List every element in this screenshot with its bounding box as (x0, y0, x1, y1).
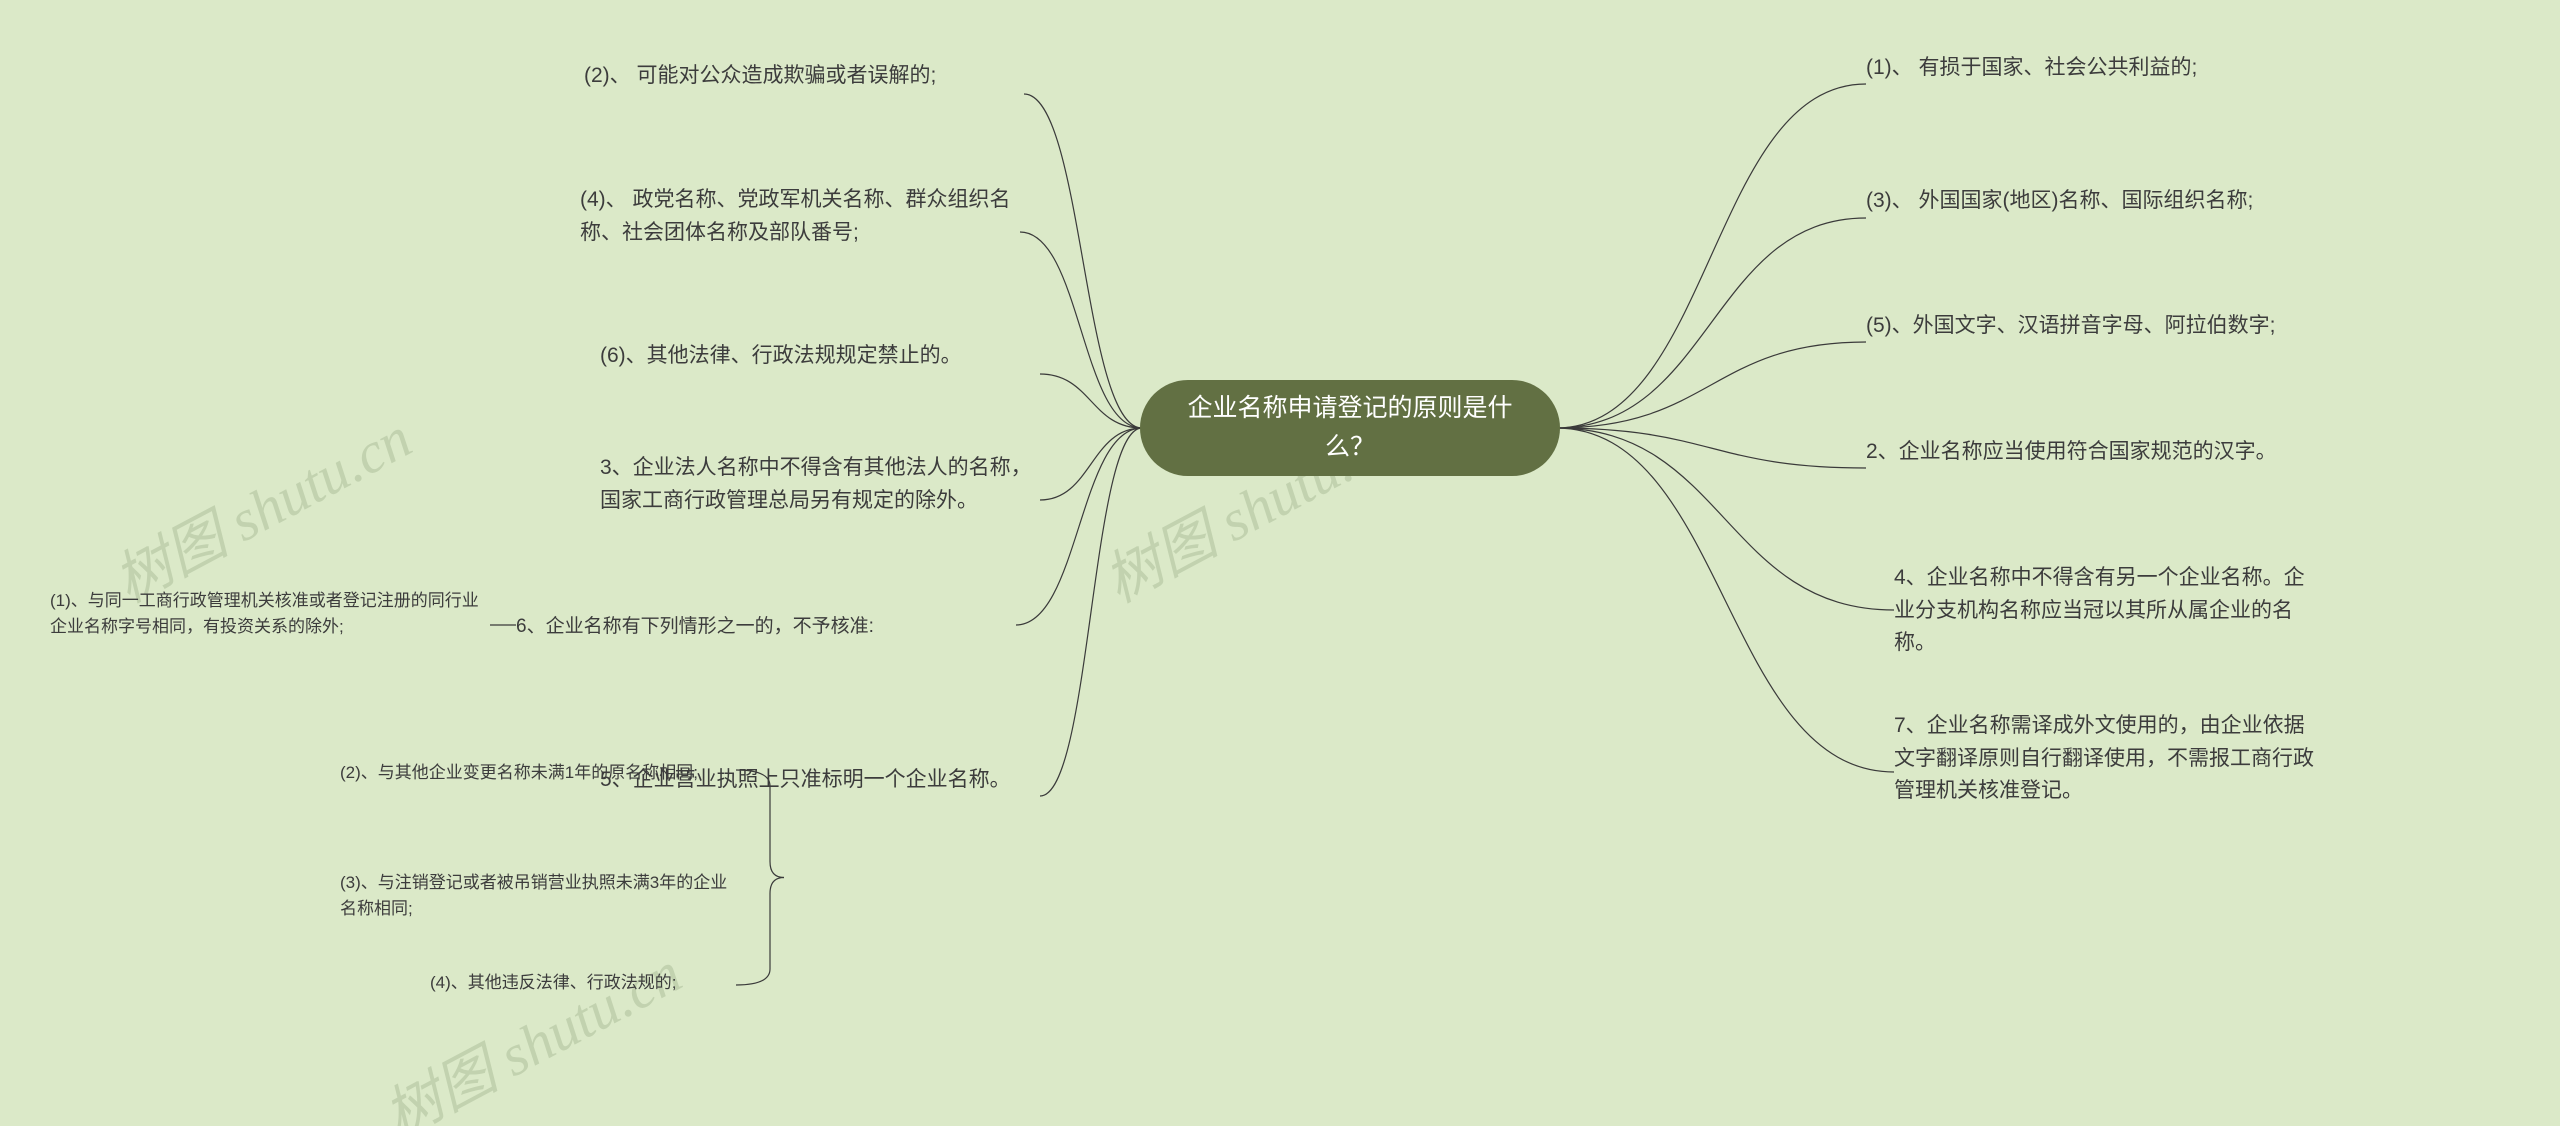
branch-right: 2、企业名称应当使用符合国家规范的汉字。 (1866, 436, 2296, 469)
branch-left: (2)、 可能对公众造成欺骗或者误解的; (584, 60, 1024, 93)
branch-sub: (4)、其他违反法律、行政法规的; (430, 970, 780, 996)
watermark: 树图 shutu.cn (97, 392, 424, 619)
branch-left: 6、企业名称有下列情形之一的，不予核准: (516, 612, 1016, 641)
branch-right: (1)、 有损于国家、社会公共利益的; (1866, 52, 2296, 85)
branch-right: (3)、 外国国家(地区)名称、国际组织名称; (1866, 185, 2296, 218)
branch-left: 3、企业法人名称中不得含有其他法人的名称，国家工商行政管理总局另有规定的除外。 (600, 452, 1040, 517)
branch-left: (6)、其他法律、行政法规规定禁止的。 (600, 340, 1040, 373)
branch-sub: (3)、与注销登记或者被吊销营业执照未满3年的企业名称相同; (340, 870, 740, 923)
branch-left: (4)、 政党名称、党政军机关名称、群众组织名称、社会团体名称及部队番号; (580, 184, 1020, 249)
branch-right: (5)、外国文字、汉语拼音字母、阿拉伯数字; (1866, 310, 2296, 343)
center-topic: 企业名称申请登记的原则是什么？ (1140, 380, 1560, 476)
branch-right: 4、企业名称中不得含有另一个企业名称。企业分支机构名称应当冠以其所从属企业的名称… (1894, 562, 2314, 660)
branch-sub: (1)、与同一工商行政管理机关核准或者登记注册的同行业企业名称字号相同，有投资关… (50, 588, 490, 641)
mindmap-canvas: 树图 shutu.cn树图 shutu.cn树图 shutu.cn企业名称申请登… (0, 0, 2560, 1126)
watermark: 树图 shutu.cn (367, 927, 694, 1126)
branch-right: 7、企业名称需译成外文使用的，由企业依据文字翻译原则自行翻译使用，不需报工商行政… (1894, 710, 2324, 808)
branch-sub: (2)、与其他企业变更名称未满1年的原名称相同; (340, 760, 740, 786)
